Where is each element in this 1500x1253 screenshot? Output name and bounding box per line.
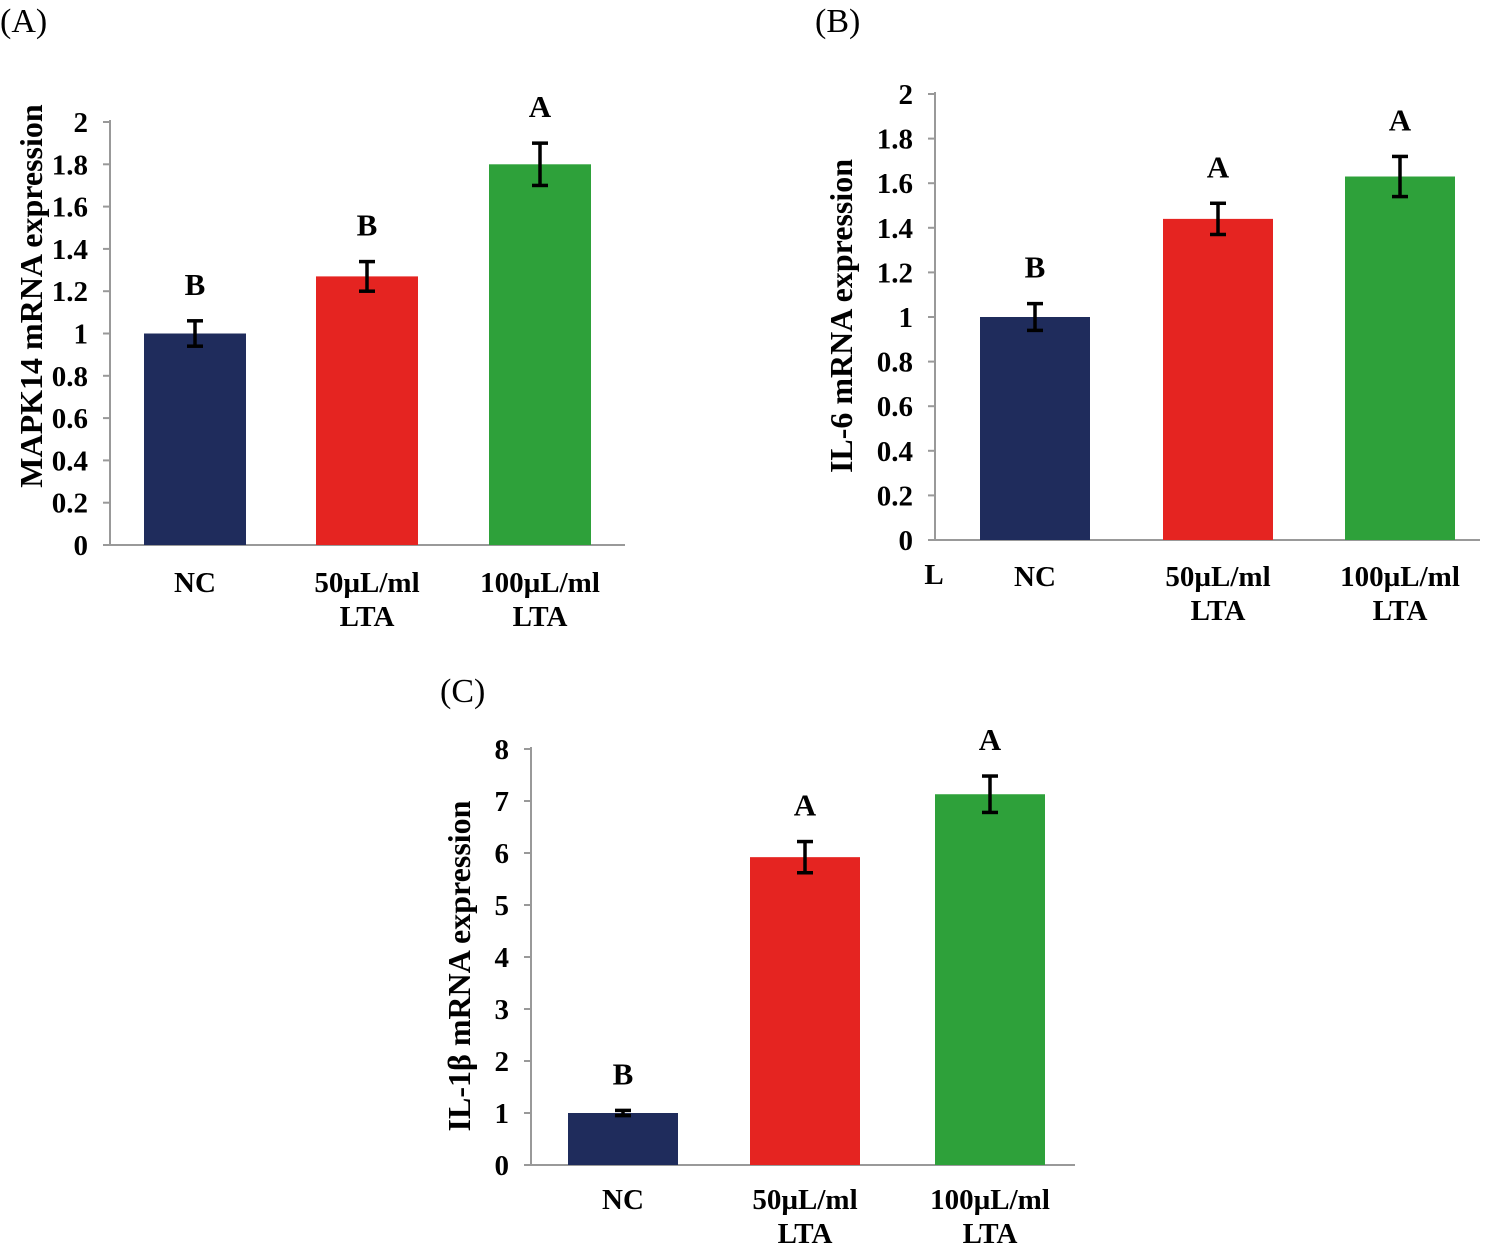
significance-letter: A	[1389, 102, 1412, 137]
y-tick-label: 7	[495, 786, 510, 818]
significance-letter: A	[979, 722, 1002, 757]
x-category-label: LTA	[1373, 595, 1428, 627]
y-tick-label: 0.8	[52, 361, 88, 393]
y-axis-title: MAPK14 mRNA expression	[13, 104, 49, 488]
x-category-label: 100µL/ml	[930, 1184, 1050, 1216]
x-category-label: NC	[174, 567, 216, 599]
x-category-label: LTA	[1191, 595, 1246, 627]
y-tick-label: 0	[74, 530, 89, 562]
x-category-label: LTA	[778, 1218, 833, 1250]
bar	[935, 794, 1045, 1165]
significance-letter: B	[357, 208, 378, 243]
y-tick-label: 0.6	[877, 391, 913, 423]
x-category-label: LTA	[340, 601, 395, 633]
significance-letter: B	[613, 1056, 634, 1091]
significance-letter: A	[794, 788, 817, 823]
y-axis-title: IL-6 mRNA expression	[823, 159, 859, 473]
significance-letter: B	[1025, 250, 1046, 285]
y-tick-label: 6	[495, 838, 510, 870]
y-tick-label: 4	[495, 942, 510, 974]
x-category-label: LTA	[513, 601, 568, 633]
x-category-label: 100µL/ml	[1340, 561, 1460, 593]
y-tick-label: 0	[495, 1150, 510, 1182]
bar	[144, 333, 246, 545]
stray-axis-letter: L	[924, 559, 943, 591]
y-tick-label: 0	[899, 525, 914, 557]
panel-label: (C)	[440, 673, 485, 710]
y-tick-label: 1.4	[877, 213, 913, 245]
x-category-label: NC	[1014, 561, 1056, 593]
panel-label: (A)	[0, 3, 47, 40]
y-tick-label: 8	[495, 734, 510, 766]
bar	[1345, 176, 1455, 540]
x-category-label: LTA	[963, 1218, 1018, 1250]
bar	[980, 317, 1090, 540]
y-tick-label: 1.2	[52, 276, 88, 308]
y-tick-label: 0.8	[877, 347, 913, 379]
y-tick-label: 3	[495, 994, 510, 1026]
y-tick-label: 0.4	[52, 445, 88, 477]
significance-letter: A	[1207, 149, 1230, 184]
panel-label: (B)	[815, 3, 860, 40]
y-tick-label: 1	[495, 1098, 510, 1130]
y-tick-label: 0.2	[52, 488, 88, 520]
y-tick-label: 1	[899, 302, 914, 334]
y-tick-label: 0.2	[877, 480, 913, 512]
bar	[750, 857, 860, 1165]
x-category-label: 50µL/ml	[1165, 561, 1270, 593]
y-axis-title: IL-1β mRNA expression	[441, 800, 477, 1131]
bar	[316, 276, 418, 545]
y-tick-label: 1.4	[52, 234, 88, 266]
chart-panel-a: (A) MAPK14 mRNA expression 0 0.2 0.4 0.6 0.8…	[0, 3, 625, 633]
y-tick-label: 2	[495, 1046, 510, 1078]
y-tick-label: 5	[495, 890, 510, 922]
bar	[489, 164, 591, 546]
y-tick-label: 2	[74, 107, 89, 139]
significance-letter: B	[185, 267, 206, 302]
x-category-label: 100µL/ml	[480, 567, 600, 599]
y-tick-label: 2	[899, 79, 914, 111]
y-tick-label: 1.8	[52, 149, 88, 181]
bar	[1163, 218, 1273, 540]
y-tick-label: 1.6	[877, 168, 913, 200]
significance-letter: A	[529, 89, 552, 124]
chart-panel-c: (C) IL-1β mRNA expression 0 1 2 3 4 5 6 7 8 B NC A 5…	[440, 673, 1075, 1250]
x-category-label: 50µL/ml	[752, 1184, 857, 1216]
x-category-label: NC	[602, 1184, 644, 1216]
y-tick-label: 1	[74, 319, 89, 351]
y-tick-label: 1.2	[877, 257, 913, 289]
y-tick-label: 0.6	[52, 403, 88, 435]
y-tick-label: 1.6	[52, 192, 88, 224]
y-tick-label: 1.8	[877, 124, 913, 156]
y-tick-label: 0.4	[877, 436, 913, 468]
chart-panel-b: (B) IL-6 mRNA expression L 0 0.2 0.4 0.6 0.8…	[815, 3, 1480, 627]
x-category-label: 50µL/ml	[314, 567, 419, 599]
bar	[568, 1113, 678, 1165]
